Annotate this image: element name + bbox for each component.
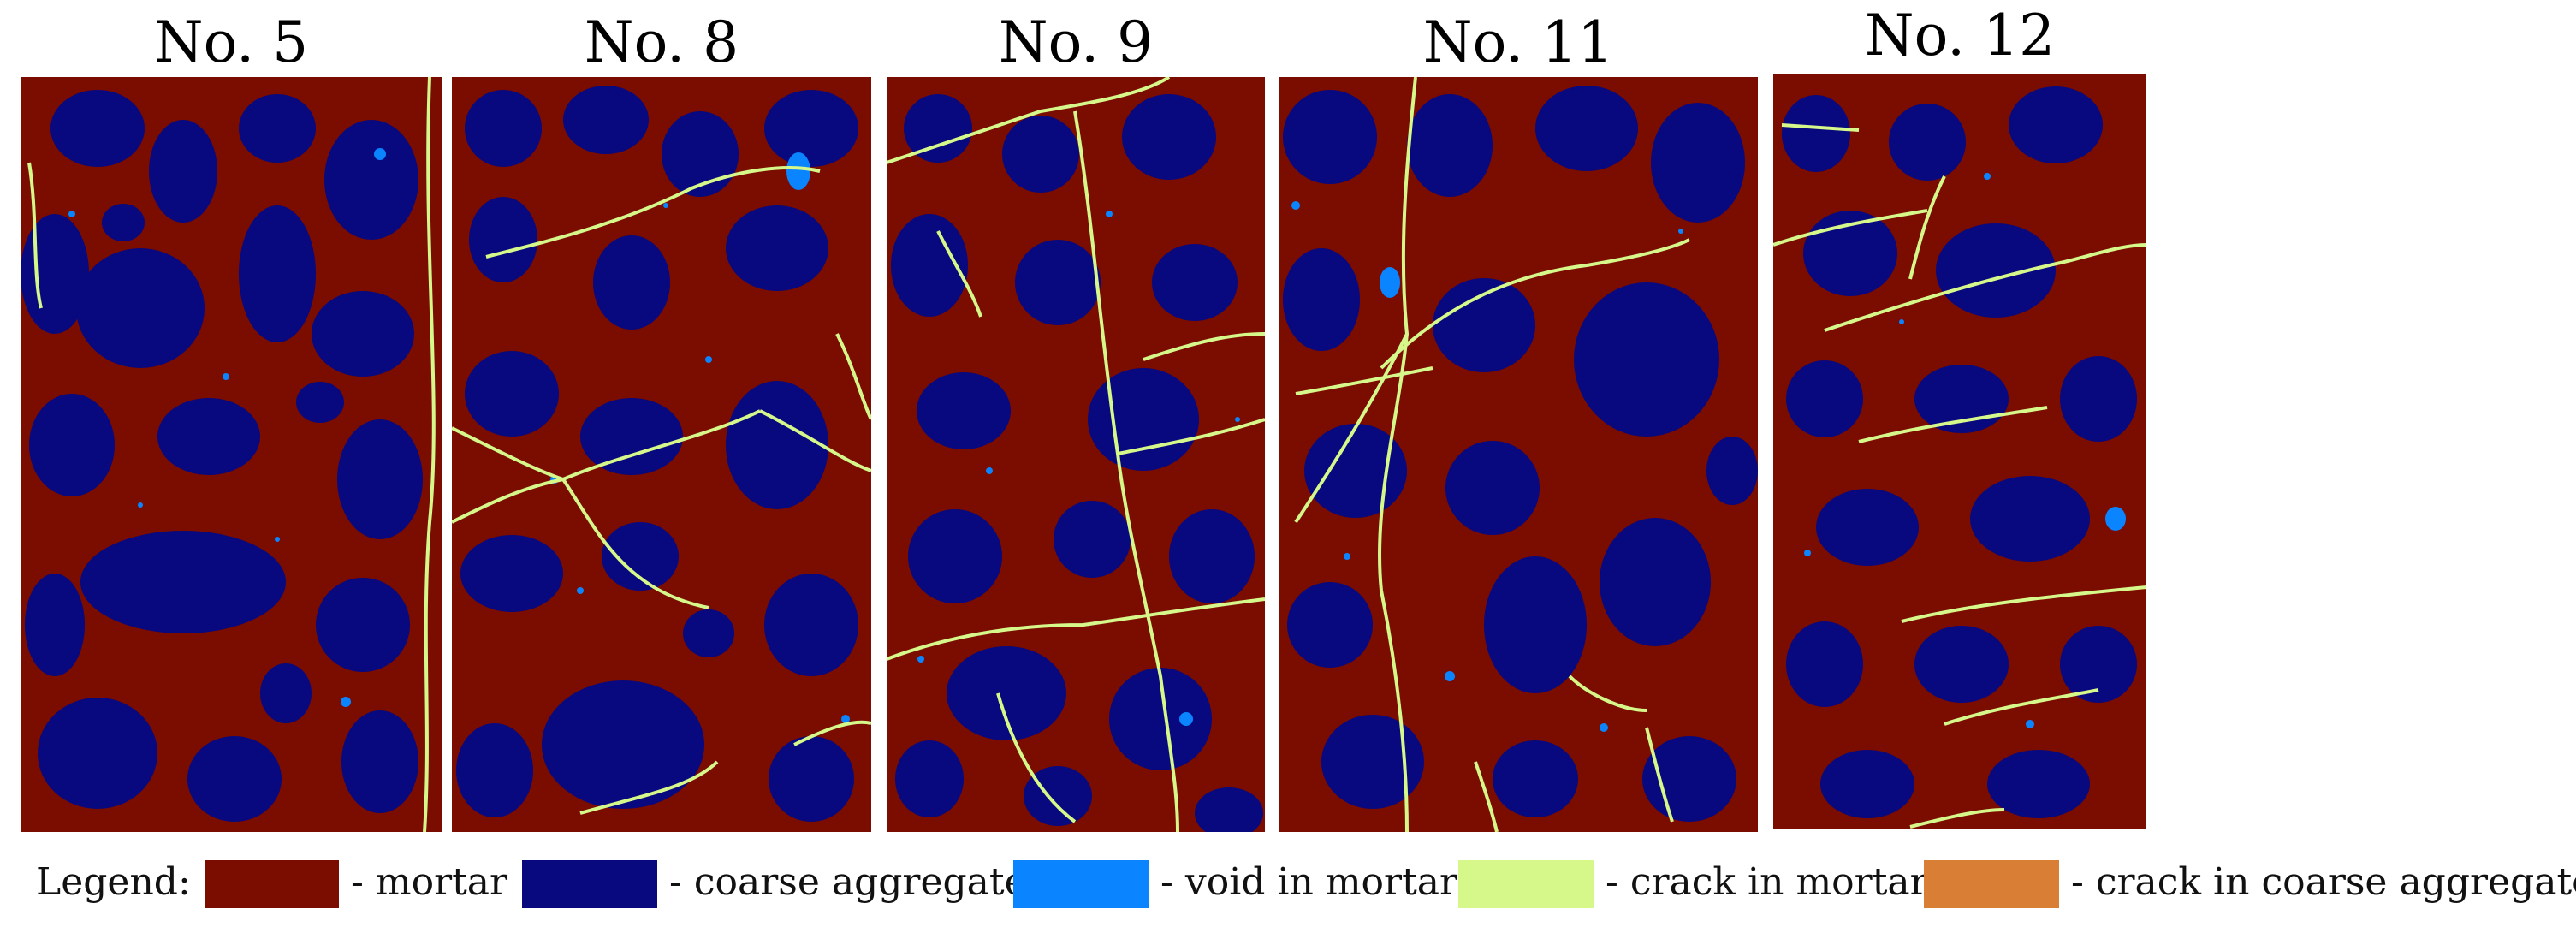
segmentation-image-no12 [1773, 74, 2146, 829]
legend-swatch-crack-in-mortar [1458, 860, 1594, 908]
segmentation-svg-no9 [887, 77, 1265, 832]
legend-swatch-coarse-aggregate [522, 860, 657, 908]
legend-swatch-void-in-mortar [1013, 860, 1149, 908]
panel-title-no5: No. 5 [153, 9, 309, 75]
legend-swatch-crack-in-coarse-aggregate [1924, 860, 2059, 908]
legend-label-mortar: - mortar [351, 860, 508, 904]
legend-label-coarse-aggregate: - coarse aggregate [669, 860, 1027, 904]
panel-title-no12: No. 12 [1864, 3, 2056, 68]
legend-label-crack-in-mortar: - crack in mortar [1606, 860, 1928, 904]
panel-title-no9: No. 9 [998, 9, 1154, 75]
segmentation-image-no11 [1279, 77, 1758, 832]
segmentation-svg-no12 [1773, 74, 2146, 829]
segmentation-image-no9 [887, 77, 1265, 832]
segmentation-svg-no11 [1279, 77, 1758, 832]
segmentation-svg-no8 [452, 77, 871, 832]
legend-swatch-mortar [205, 860, 339, 908]
segmentation-image-no8 [452, 77, 871, 832]
segmentation-image-no5 [21, 77, 442, 832]
panel-title-no11: No. 11 [1422, 9, 1614, 75]
legend-label-void-in-mortar: - void in mortar [1160, 860, 1458, 904]
legend-label-crack-in-coarse-aggregate: - crack in coarse aggregate [2071, 860, 2576, 904]
legend: Legend: - mortar - coarse aggregate - vo… [0, 843, 2576, 922]
legend-title: Legend: [36, 860, 191, 904]
panel-title-no8: No. 8 [584, 9, 739, 75]
segmentation-svg-no5 [21, 77, 442, 832]
